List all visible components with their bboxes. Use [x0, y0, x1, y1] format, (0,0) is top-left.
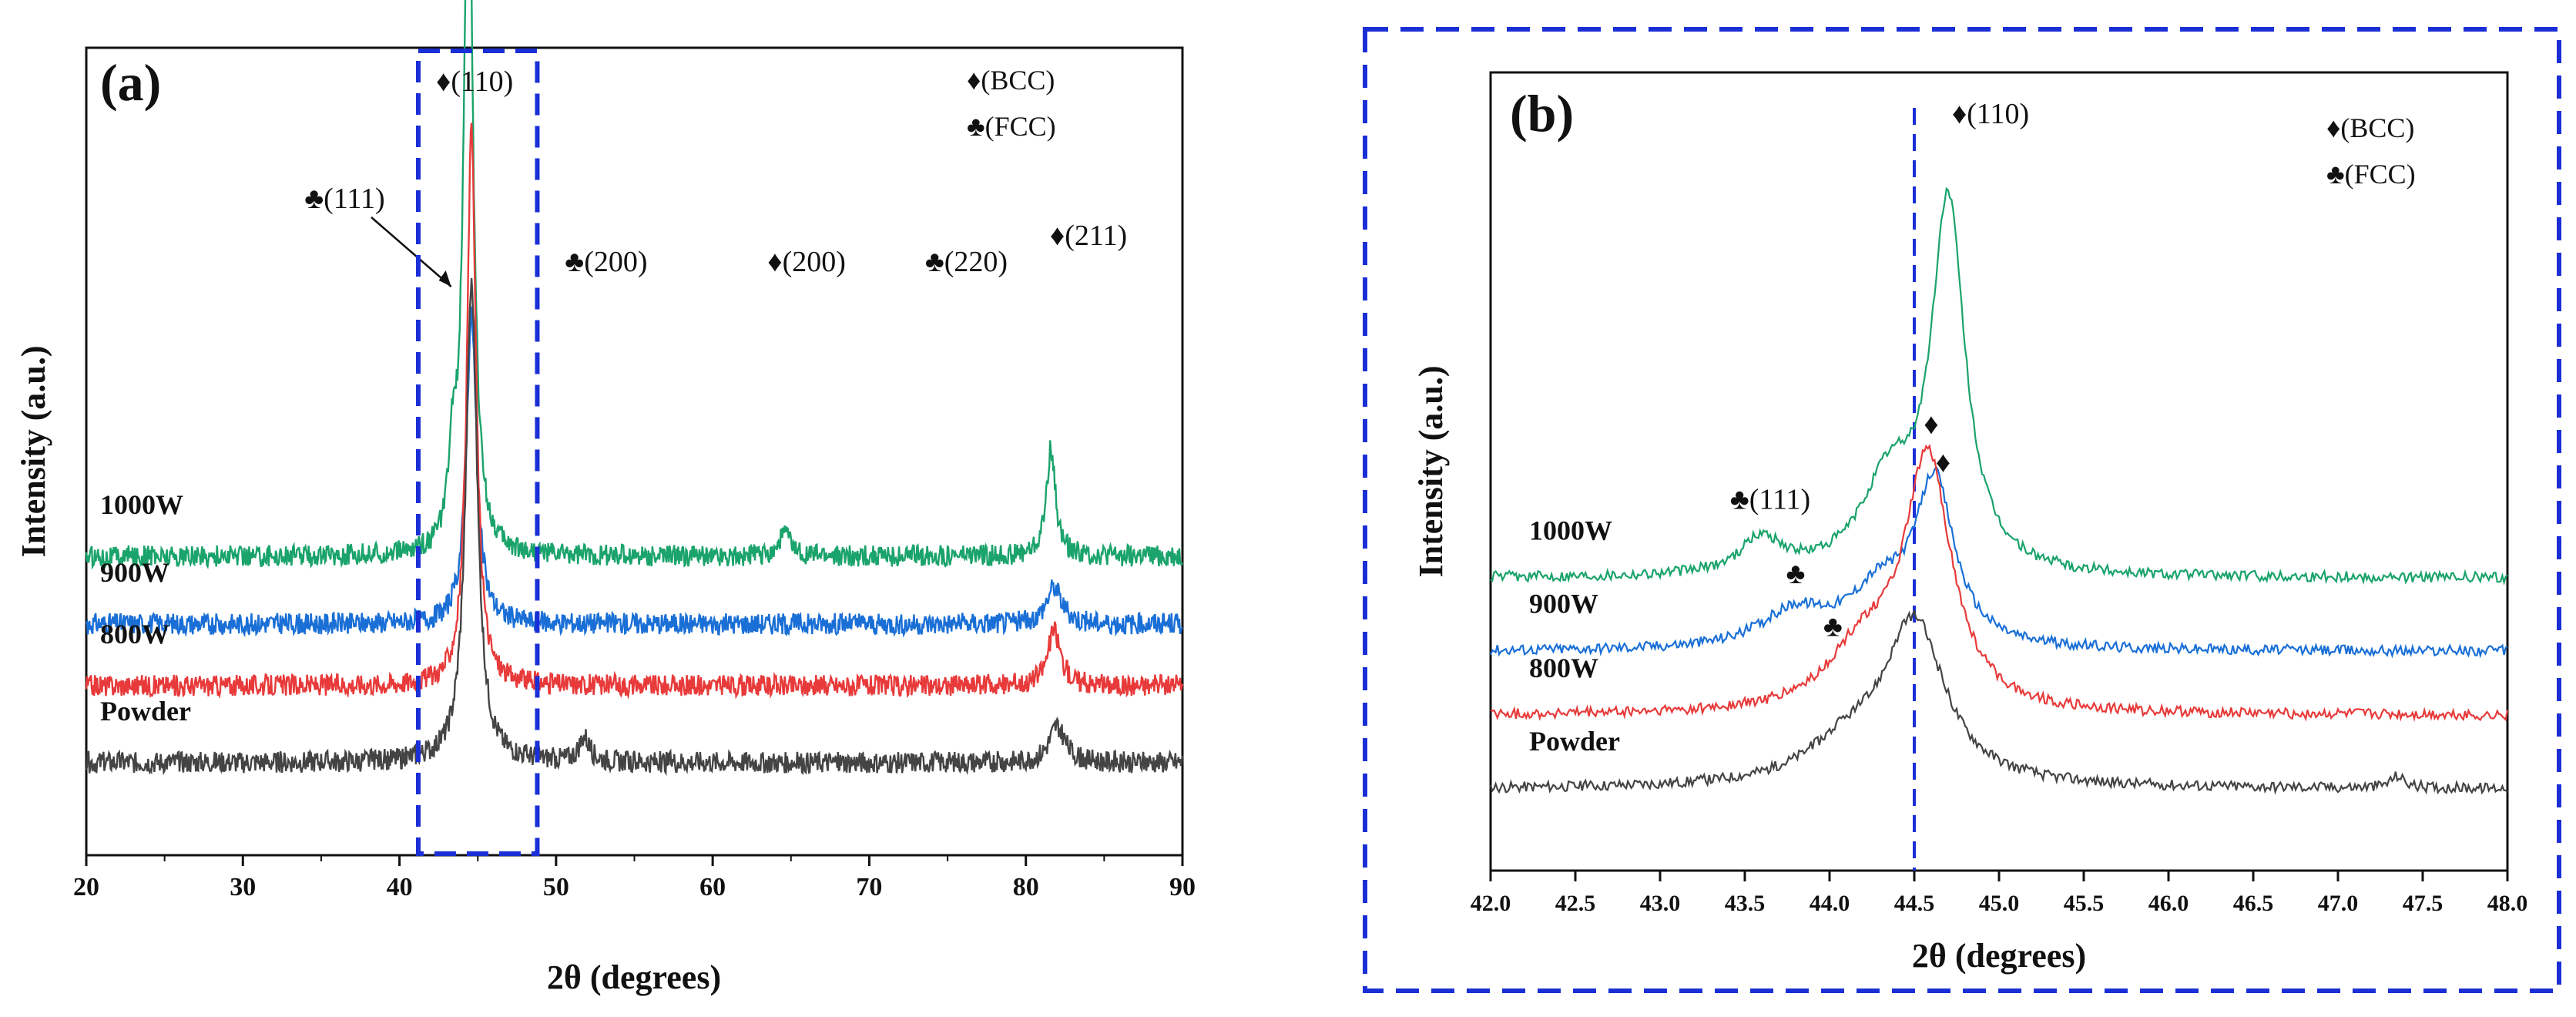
series-line-Powder — [85, 278, 1184, 777]
x-tick-label: 42.5 — [1555, 891, 1596, 916]
x-tick-label: 44.0 — [1810, 891, 1850, 916]
panel-b: 42.0 42.5 43.0 43.5 44.0 44.5 45.0 45.5 46.0 46.5… — [1412, 71, 2528, 975]
x-tick-label: 46.0 — [2148, 891, 2189, 916]
series-line-1000W — [1490, 186, 2508, 586]
x-tick-label: 70 — [856, 873, 882, 901]
series-line-800W — [1490, 443, 2509, 723]
x-tick-label: 48.0 — [2487, 891, 2528, 916]
x-tick-label: 60 — [699, 873, 726, 901]
panel-a-series — [85, 0, 1184, 777]
series-line-900W — [1489, 465, 2508, 659]
series-line-900W — [85, 306, 1183, 638]
peak-annotation: ♦(110) — [436, 65, 513, 98]
x-tick-label: 40 — [387, 873, 413, 901]
panel-b-xlabel: 2θ (degrees) — [1912, 937, 2086, 975]
series-label-1000W: 1000W — [100, 489, 183, 520]
x-tick-label: 80 — [1013, 873, 1039, 901]
panel-b-series-labels: 1000W 900W 800W Powder — [1529, 515, 1620, 757]
panel-b-label: (b) — [1510, 84, 1574, 143]
x-tick-label: 44.5 — [1894, 891, 1935, 916]
peak-annotation: ♣(200) — [565, 246, 647, 278]
panel-b-x-ticks: 42.0 42.5 43.0 43.5 44.0 44.5 45.0 45.5 46.0 46.5… — [1471, 871, 2528, 916]
peak-annotation: ♣(220) — [925, 246, 1008, 278]
panel-a-xlabel: 2θ (degrees) — [547, 958, 721, 996]
series-label-1000W: 1000W — [1529, 515, 1612, 545]
peak-annotation: ♣ — [1786, 558, 1806, 590]
panel-b-legend-bcc: ♦(BCC) — [2326, 112, 2414, 143]
panel-a-legend-fcc: ♣(FCC) — [967, 111, 1056, 142]
panel-a-legend-bcc: ♦(BCC) — [967, 65, 1055, 96]
panel-a-highlight-box — [415, 49, 540, 856]
x-tick-label: 46.5 — [2233, 891, 2274, 916]
panel-b-legend-fcc: ♣(FCC) — [2326, 159, 2416, 190]
x-tick-label: 43.5 — [1725, 891, 1766, 916]
series-label-Powder: Powder — [100, 696, 191, 727]
series-line-Powder — [1489, 609, 2508, 795]
panel-a-x-ticks: 20 30 40 50 60 70 80 90 — [73, 855, 1196, 901]
panel-a-series-labels: 1000W 900W 800W Powder — [100, 489, 191, 727]
panel-a-ylabel: Intensity (a.u.) — [15, 345, 52, 557]
x-tick-label: 45.0 — [1979, 891, 2020, 916]
peak-annotation: ♣(111) — [304, 183, 384, 215]
peak-annotation: ♣(111) — [1730, 484, 1810, 516]
panel-a-frame — [85, 46, 1184, 857]
panel-b-ylabel: Intensity (a.u.) — [1412, 365, 1450, 577]
series-label-900W: 900W — [1529, 588, 1598, 619]
annotation-arrowhead — [438, 270, 451, 287]
panel-a-label: (a) — [100, 53, 161, 112]
x-tick-label: 42.0 — [1471, 891, 1511, 916]
x-tick-label: 50 — [543, 873, 569, 901]
peak-annotation: ♦(211) — [1050, 220, 1127, 252]
series-label-800W: 800W — [1529, 653, 1598, 683]
panel-b-series — [1489, 186, 2509, 795]
series-line-800W — [85, 123, 1184, 700]
peak-annotation: ♦(200) — [767, 246, 846, 278]
x-tick-label: 90 — [1169, 873, 1196, 901]
series-label-900W: 900W — [100, 557, 169, 588]
annotation-arrow — [371, 216, 452, 287]
peak-annotation: ♦(110) — [1952, 98, 2029, 130]
x-tick-label: 43.0 — [1640, 891, 1681, 916]
peak-annotation: ♦ — [1924, 408, 1938, 441]
peak-annotation: ♣ — [1823, 611, 1843, 643]
panel-b-outer-dashed-border — [1363, 27, 2561, 993]
x-tick-label: 30 — [230, 873, 256, 901]
series-label-Powder: Powder — [1529, 726, 1620, 757]
panel-a: 20 30 40 50 60 70 80 90 1000W 900W 800W Powder ♦(1… — [15, 0, 1196, 996]
panel-b-annotations: ♦(110) ♣(111) ♦ ♣ ♦ ♣ — [1730, 98, 2029, 643]
x-tick-label: 20 — [73, 873, 99, 901]
panel-a-annotations: ♦(110) ♣(111) ♣(200) ♦(200) ♣(220) ♦(211) — [304, 65, 1127, 287]
series-line-1000W — [85, 0, 1184, 570]
x-tick-label: 45.5 — [2064, 891, 2105, 916]
panel-b-frame — [1489, 71, 2509, 872]
x-tick-label: 47.0 — [2318, 891, 2359, 916]
peak-annotation: ♦ — [1936, 447, 1950, 479]
x-tick-label: 47.5 — [2403, 891, 2444, 916]
series-label-800W: 800W — [100, 619, 169, 649]
